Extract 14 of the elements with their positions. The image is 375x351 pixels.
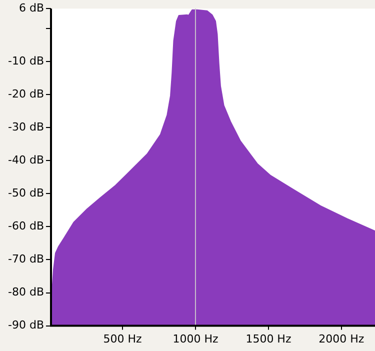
y-tick-label: -50 dB xyxy=(8,186,44,200)
y-tick-label: -90 dB xyxy=(8,318,44,332)
y-tick-label: -60 dB xyxy=(8,220,44,233)
x-tick-label: 500 Hz xyxy=(103,332,142,346)
y-tick-label: -30 dB xyxy=(8,120,44,134)
y-tick-label: -20 dB xyxy=(8,87,44,100)
y-tick-label: -70 dB xyxy=(8,252,44,266)
x-tick-label: 1500 Hz xyxy=(246,332,292,346)
y-tick-label: -10 dB xyxy=(8,54,44,68)
x-tick-label: 2000 Hz xyxy=(318,332,364,346)
y-tick-label: -80 dB xyxy=(8,286,44,299)
y-tick-label: 6 dB xyxy=(18,1,44,14)
x-tick-label: 1000 Hz xyxy=(172,332,218,346)
y-tick-label: -40 dB xyxy=(8,153,44,166)
